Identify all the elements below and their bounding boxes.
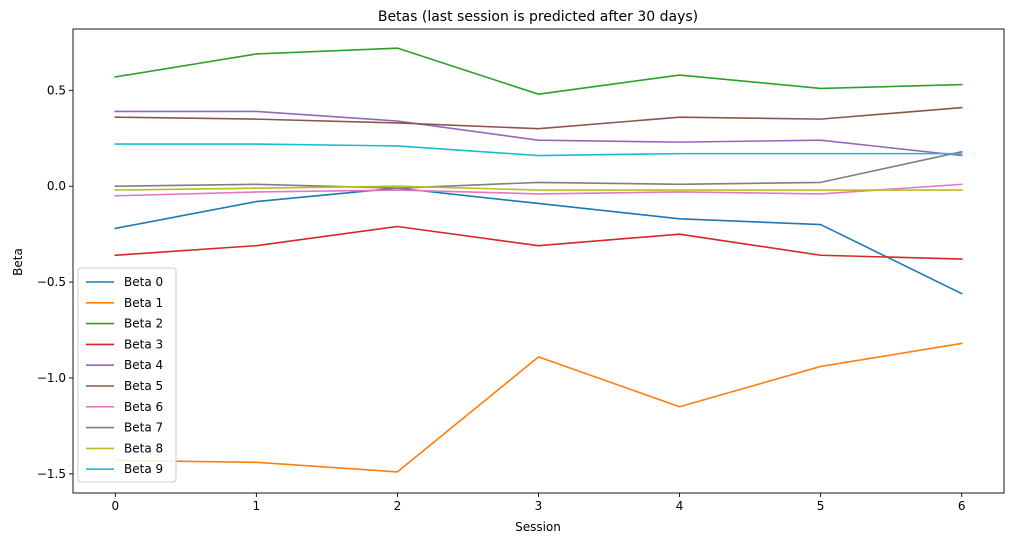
chart-title: Betas (last session is predicted after 3… [378, 9, 698, 25]
x-tick-label: 5 [817, 499, 825, 513]
x-tick-label: 4 [676, 499, 684, 513]
legend-label-beta-0: Beta 0 [124, 275, 163, 289]
legend: Beta 0 Beta 1 Beta 2 Beta 3 Beta 4 Beta 5 Beta… [77, 267, 177, 483]
y-tick-label: 0.5 [47, 83, 66, 97]
x-axis: 0 1 2 3 4 5 6 [111, 493, 966, 513]
series-lines [114, 47, 963, 473]
legend-label-beta-4: Beta 4 [124, 358, 163, 372]
series-line-beta-3 [114, 225, 963, 260]
series-line-beta-4 [114, 110, 963, 157]
x-axis-label: Session [515, 520, 561, 534]
series-line-beta-5 [114, 106, 963, 130]
legend-box [77, 267, 177, 483]
x-tick-label: 2 [394, 499, 402, 513]
y-tick-label: −0.5 [37, 275, 66, 289]
y-tick-label: −1.0 [37, 371, 66, 385]
legend-label-beta-2: Beta 2 [124, 317, 163, 331]
legend-label-beta-7: Beta 7 [124, 421, 163, 435]
x-tick-label: 3 [535, 499, 543, 513]
x-tick-label: 0 [111, 499, 119, 513]
x-tick-label: 6 [958, 499, 966, 513]
legend-label-beta-5: Beta 5 [124, 379, 163, 393]
y-tick-label: 0.0 [47, 179, 66, 193]
x-tick-label: 1 [253, 499, 261, 513]
legend-label-beta-1: Beta 1 [124, 296, 163, 310]
plot-area [72, 28, 1005, 494]
legend-label-beta-8: Beta 8 [124, 441, 163, 455]
series-line-beta-1 [114, 342, 963, 473]
series-line-beta-2 [114, 47, 963, 95]
y-tick-label: −1.5 [37, 467, 66, 481]
y-axis: −1.5 −1.0 −0.5 0.0 0.5 [37, 83, 73, 481]
y-axis-label: Beta [11, 248, 25, 276]
series-line-beta-7 [114, 150, 963, 189]
series-line-beta-0 [114, 187, 963, 295]
legend-label-beta-9: Beta 9 [124, 462, 163, 476]
series-line-beta-9 [114, 143, 963, 157]
legend-label-beta-6: Beta 6 [124, 400, 163, 414]
legend-label-beta-3: Beta 3 [124, 337, 163, 351]
series-line-beta-8 [114, 185, 963, 191]
series-line-beta-6 [114, 183, 963, 197]
